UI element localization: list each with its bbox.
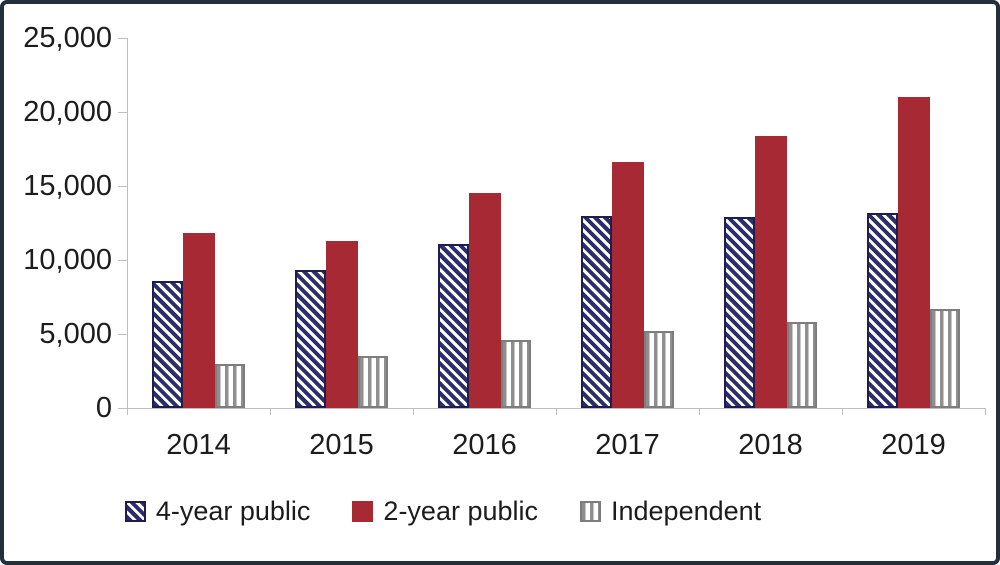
bar-4-year-public-2014: [152, 281, 183, 408]
x-axis-label-2019: 2019: [881, 429, 946, 461]
x-tick-mark: [127, 408, 128, 415]
legend-swatch-icon: [580, 501, 601, 522]
legend: 4-year public 2-year public Independent: [4, 496, 882, 527]
bar-group-2014: [127, 38, 270, 408]
y-tick-mark: [118, 112, 127, 113]
bar-4-year-public-2017: [581, 216, 612, 408]
bar-4-year-public-2016: [438, 244, 469, 408]
legend-item-independent: Independent: [580, 496, 761, 527]
legend-item-4-year-public: 4-year public: [124, 496, 311, 527]
legend-label: 2-year public: [383, 496, 538, 526]
x-tick-mark: [699, 408, 700, 415]
y-tick-mark: [118, 334, 127, 335]
bar-group-2017: [556, 38, 699, 408]
legend-item-2-year-public: 2-year public: [352, 496, 538, 527]
y-axis-line: [127, 38, 128, 408]
bar-group-2015: [270, 38, 413, 408]
x-tick-mark: [413, 408, 414, 415]
bar-group-2018: [699, 38, 842, 408]
bar-2-year-public-2018: [755, 136, 787, 408]
x-tick-mark: [842, 408, 843, 415]
y-tick-mark: [118, 260, 127, 261]
x-axis-label-2017: 2017: [595, 429, 660, 461]
bar-4-year-public-2018: [724, 217, 755, 408]
y-tick-label: 20,000: [23, 96, 112, 128]
y-tick-mark: [118, 186, 127, 187]
legend-label: 4-year public: [155, 496, 311, 526]
bar-independent-2014: [215, 364, 245, 408]
x-tick-mark: [556, 408, 557, 415]
y-tick-label: 5,000: [39, 318, 112, 350]
x-axis-label-2018: 2018: [738, 429, 803, 461]
legend-label: Independent: [611, 496, 762, 526]
y-tick-mark: [118, 408, 127, 409]
bar-4-year-public-2019: [867, 213, 898, 408]
bar-2-year-public-2017: [612, 162, 644, 408]
x-tick-mark: [270, 408, 271, 415]
bar-independent-2017: [644, 331, 674, 408]
legend-swatch-icon: [352, 501, 374, 522]
bar-4-year-public-2015: [295, 270, 326, 408]
bar-2-year-public-2015: [326, 241, 358, 408]
y-tick-label: 0: [95, 392, 112, 424]
bar-2-year-public-2019: [898, 97, 930, 408]
y-tick-label: 25,000: [23, 22, 112, 54]
bar-group-2019: [842, 38, 985, 408]
y-tick-mark: [118, 38, 127, 39]
bar-plot-area: [127, 38, 985, 408]
bar-independent-2019: [930, 309, 960, 408]
bar-group-2016: [413, 38, 556, 408]
x-tick-mark: [985, 408, 986, 415]
y-tick-label: 15,000: [23, 170, 112, 202]
y-tick-label: 10,000: [23, 244, 112, 276]
bar-2-year-public-2016: [469, 193, 501, 408]
bar-independent-2018: [787, 322, 817, 408]
bar-independent-2016: [501, 340, 531, 408]
x-axis-label-2014: 2014: [166, 429, 231, 461]
x-axis-label-2016: 2016: [452, 429, 517, 461]
x-axis-label-2015: 2015: [309, 429, 374, 461]
x-axis-labels: 2014 2015 2016 2017 2018 2019: [127, 425, 985, 465]
bar-2-year-public-2014: [183, 233, 215, 408]
bar-independent-2015: [358, 356, 388, 408]
legend-swatch-icon: [124, 501, 146, 522]
